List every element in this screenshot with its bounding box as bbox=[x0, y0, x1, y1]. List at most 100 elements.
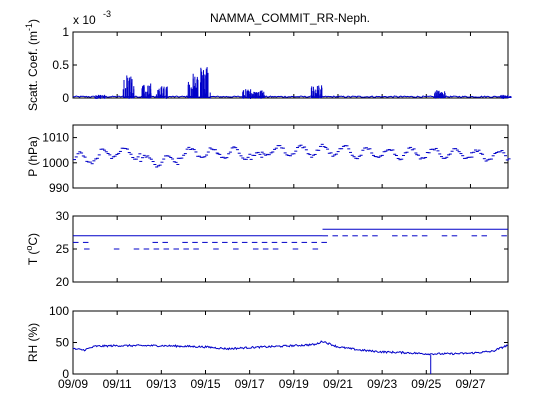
pressure-point bbox=[327, 152, 331, 154]
pressure-point bbox=[216, 153, 220, 155]
scatt-point bbox=[127, 77, 129, 98]
pressure-point bbox=[387, 149, 391, 151]
pressure-point bbox=[187, 146, 191, 148]
scatt-point bbox=[259, 94, 261, 98]
pressure-point bbox=[418, 158, 422, 160]
scatt-point bbox=[252, 94, 254, 98]
panel-scatt: 0 0.5 1 Scatt. Coef. (m-1) bbox=[24, 19, 512, 111]
pressure-point bbox=[425, 152, 429, 154]
pressure-point bbox=[486, 159, 490, 161]
scatt-point bbox=[148, 93, 150, 98]
pressure-point bbox=[438, 153, 442, 155]
pressure-point bbox=[422, 157, 426, 159]
pressure-point bbox=[205, 154, 209, 156]
pressure-point bbox=[88, 161, 92, 163]
scatt-point bbox=[142, 92, 144, 98]
scatt-point bbox=[247, 96, 249, 98]
scatt-point bbox=[262, 92, 264, 98]
scatt-point bbox=[502, 95, 504, 98]
scatt-point bbox=[102, 95, 104, 98]
pressure-point bbox=[246, 156, 250, 158]
pressure-point bbox=[301, 147, 305, 149]
pressure-point bbox=[338, 148, 342, 150]
series-scatt bbox=[72, 67, 512, 99]
pressure-point bbox=[127, 152, 131, 154]
pressure-point bbox=[450, 150, 454, 152]
pressure-point bbox=[320, 143, 324, 145]
scatt-point bbox=[320, 89, 322, 98]
pressure-point bbox=[244, 158, 248, 160]
pressure-point bbox=[176, 157, 180, 159]
pressure-point bbox=[192, 149, 196, 151]
scatt-point bbox=[189, 95, 191, 98]
pressure-point bbox=[220, 156, 224, 158]
pressure-point bbox=[260, 151, 264, 153]
scatt-point bbox=[207, 72, 209, 98]
y-tick-label-temperature: 25 bbox=[56, 242, 70, 256]
pressure-point bbox=[436, 150, 440, 152]
scatt-point bbox=[442, 92, 444, 98]
pressure-point bbox=[324, 146, 328, 148]
pressure-point bbox=[292, 153, 296, 155]
pressure-point bbox=[218, 153, 222, 155]
y-axis-label-pressure: P (hPa) bbox=[26, 136, 40, 176]
pressure-point bbox=[290, 153, 294, 155]
scatt-point bbox=[195, 87, 197, 98]
scatt-point bbox=[260, 97, 262, 99]
pressure-point bbox=[134, 158, 138, 160]
pressure-point bbox=[329, 152, 333, 154]
rh-trace bbox=[72, 340, 508, 356]
pressure-point bbox=[158, 164, 162, 166]
exponent-label: x 10 bbox=[73, 13, 96, 27]
scatt-point bbox=[94, 97, 96, 99]
pressure-point bbox=[326, 148, 330, 150]
pressure-point bbox=[368, 148, 372, 150]
scatt-point bbox=[444, 91, 446, 98]
pressure-point bbox=[297, 145, 301, 147]
scatt-point bbox=[157, 89, 159, 98]
scatt-point bbox=[203, 78, 205, 98]
scatt-point bbox=[318, 85, 320, 98]
scatt-point bbox=[263, 91, 265, 98]
scatt-point bbox=[443, 94, 445, 98]
pressure-point bbox=[303, 146, 307, 148]
pressure-point bbox=[176, 163, 180, 165]
scatt-point bbox=[504, 95, 506, 98]
pressure-point bbox=[341, 145, 345, 147]
pressure-point bbox=[194, 151, 198, 153]
scatt-point bbox=[247, 89, 249, 98]
pressure-point bbox=[258, 153, 262, 155]
scatt-point bbox=[131, 79, 133, 98]
pressure-point bbox=[162, 158, 166, 160]
pressure-point bbox=[364, 147, 368, 149]
pressure-point bbox=[155, 166, 159, 168]
pressure-point bbox=[434, 147, 438, 149]
pressure-point bbox=[87, 161, 91, 163]
pressure-point bbox=[414, 152, 418, 154]
pressure-point bbox=[136, 156, 140, 158]
pressure-point bbox=[366, 148, 370, 150]
pressure-point bbox=[310, 156, 314, 158]
scatt-point bbox=[245, 89, 247, 98]
scatt-point bbox=[128, 97, 130, 99]
scatt-point bbox=[507, 97, 509, 99]
scatt-point bbox=[143, 94, 145, 98]
pressure-point bbox=[117, 152, 121, 154]
pressure-point bbox=[472, 151, 476, 153]
pressure-point bbox=[410, 149, 414, 151]
pressure-point bbox=[138, 153, 142, 155]
pressure-point bbox=[95, 157, 99, 159]
scatt-point bbox=[254, 91, 256, 98]
pressure-point bbox=[276, 145, 280, 147]
scatt-point bbox=[501, 97, 503, 99]
pressure-point bbox=[248, 153, 252, 155]
scatt-point bbox=[312, 86, 314, 98]
pressure-point bbox=[190, 148, 194, 150]
pressure-point bbox=[470, 156, 474, 158]
pressure-point bbox=[412, 148, 416, 150]
pressure-point bbox=[78, 151, 82, 153]
scatt-point bbox=[502, 95, 504, 98]
pressure-point bbox=[122, 147, 126, 149]
scatt-point bbox=[253, 97, 255, 99]
pressure-point bbox=[315, 149, 319, 151]
